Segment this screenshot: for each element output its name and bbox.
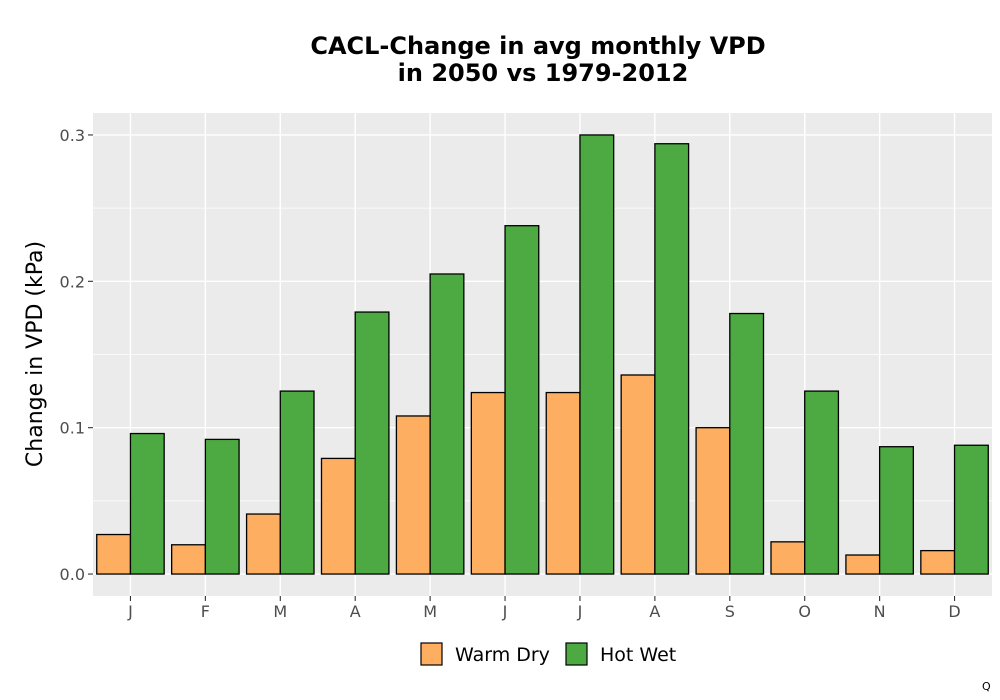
bar-warm-dry xyxy=(171,544,207,575)
x-tick-label: O xyxy=(798,602,811,621)
bar-warm-dry xyxy=(920,549,956,575)
bar-warm-dry xyxy=(470,391,506,575)
legend-key-warm-dry xyxy=(420,642,443,666)
legend-key-hot-wet xyxy=(565,642,588,666)
y-axis-label: Change in VPD (kPa) xyxy=(23,241,48,467)
bar-hot-wet xyxy=(279,390,315,575)
bar-hot-wet xyxy=(354,311,390,575)
bar-hot-wet xyxy=(429,273,465,575)
grid-minor xyxy=(93,207,992,502)
x-tick-label: D xyxy=(948,602,960,621)
y-tick-label: 0.2 xyxy=(60,272,85,291)
bar-warm-dry xyxy=(395,415,431,575)
x-tick-label: J xyxy=(127,602,133,621)
x-tick-label: M xyxy=(423,602,437,621)
bar-hot-wet xyxy=(204,438,240,575)
x-tick-label: A xyxy=(350,602,361,621)
bar-warm-dry xyxy=(320,457,356,575)
bar-hot-wet xyxy=(878,446,914,575)
x-tick-label: N xyxy=(874,602,886,621)
y-tick-label: 0.0 xyxy=(60,565,85,584)
bar-hot-wet xyxy=(129,432,165,575)
bar-hot-wet xyxy=(654,143,690,575)
x-tick-label: A xyxy=(649,602,660,621)
chart-title: CACL-Change in avg monthly VPD xyxy=(310,32,765,60)
bar-hot-wet xyxy=(804,390,840,575)
bar-warm-dry xyxy=(245,513,281,575)
bar-hot-wet xyxy=(579,134,615,575)
x-tick-label: J xyxy=(502,602,508,621)
x-tick-label: M xyxy=(273,602,287,621)
y-tick-label: 0.3 xyxy=(60,126,85,145)
y-tick-label: 0.1 xyxy=(60,419,85,438)
legend-label: Hot Wet xyxy=(600,644,676,666)
bar-hot-wet xyxy=(504,225,540,575)
legend-label: Warm Dry xyxy=(455,644,550,666)
bar-warm-dry xyxy=(845,554,881,575)
x-tick-label: F xyxy=(201,602,210,621)
x-tick-label: S xyxy=(725,602,735,621)
bar-hot-wet xyxy=(953,444,989,575)
bar-warm-dry xyxy=(620,374,656,575)
corner-mark: Q xyxy=(982,680,991,693)
bar-warm-dry xyxy=(96,533,132,575)
bar-hot-wet xyxy=(729,312,765,575)
legend: Warm Dry Hot Wet xyxy=(420,642,676,666)
y-axis: 0.0 0.1 0.2 0.3 xyxy=(60,126,93,584)
x-tick-label: J xyxy=(577,602,583,621)
chart-subtitle: in 2050 vs 1979-2012 xyxy=(398,59,689,87)
bars xyxy=(96,134,989,575)
bar-warm-dry xyxy=(770,541,806,575)
bar-warm-dry xyxy=(545,391,581,575)
bar-warm-dry xyxy=(695,427,731,575)
